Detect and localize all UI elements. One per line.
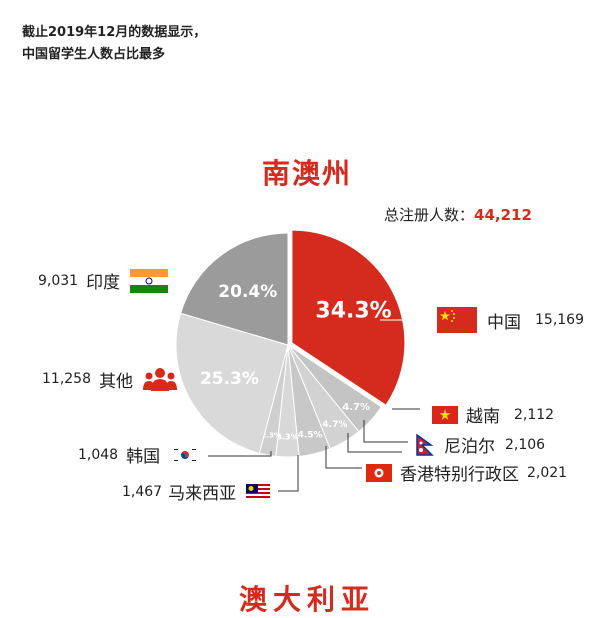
leader-line-malaysia — [278, 455, 299, 492]
label-others-value: 11,258 — [42, 371, 91, 387]
hongkong-flag-icon — [366, 463, 392, 482]
label-malaysia-name: 马来西亚 — [168, 484, 237, 504]
india-flag-icon — [130, 268, 169, 293]
next-region-title: 澳大利亚 — [238, 583, 375, 616]
pie-slice-china — [292, 230, 405, 405]
label-korea: 1,048 韩国 — [78, 442, 199, 467]
label-china-name: 中国 — [487, 312, 521, 333]
label-korea-name: 韩国 — [126, 447, 161, 467]
pie-percent-india: 20.4% — [218, 282, 277, 302]
pie-slice-india — [179, 232, 289, 346]
label-vietnam-value: 2,112 — [514, 406, 555, 423]
label-malaysia-value: 1,467 — [122, 483, 163, 500]
region-title: 南澳州 — [261, 157, 352, 190]
label-hongkong-value: 2,021 — [527, 464, 568, 481]
label-malaysia: 1,467 马来西亚 — [122, 479, 271, 504]
label-china: 中国 15,169 — [437, 307, 584, 333]
pie-percent-nepal: 4.7% — [322, 420, 347, 430]
intro-line-2: 中国留学生人数占比最多 — [22, 47, 166, 62]
leader-line-hongkong — [325, 446, 362, 469]
nepal-flag-icon — [416, 433, 434, 456]
label-nepal-value: 2,106 — [505, 436, 546, 453]
total-value: 44,212 — [474, 206, 532, 224]
leader-line-nepal-2 — [347, 433, 402, 453]
label-india: 9,031 印度 — [38, 268, 169, 293]
pie-percent-china: 34.3% — [315, 298, 391, 323]
label-india-name: 印度 — [86, 273, 121, 293]
pie-slice-others — [175, 312, 289, 454]
intro-line-1: 截止2019年12月的数据显示， — [22, 25, 207, 40]
pie-percent-malaysia: 3.3% — [276, 433, 298, 442]
label-nepal-name: 尼泊尔 — [444, 437, 495, 457]
people-group-icon — [143, 368, 177, 391]
label-others: 11,258 其他 — [42, 366, 177, 392]
pie-percent-others: 25.3% — [200, 369, 259, 389]
pie-chart: 34.3%4.7%4.7%4.5%3.3%2.3%25.3%20.4% — [175, 230, 420, 492]
label-korea-value: 1,048 — [78, 446, 119, 463]
label-hongkong-name: 香港特别行政区 — [400, 465, 519, 485]
vietnam-flag-icon — [432, 405, 458, 424]
korea-flag-icon — [172, 445, 199, 464]
intro-text: 截止2019年12月的数据显示， 中国留学生人数占比最多 — [22, 22, 206, 66]
total-label: 总注册人数： — [384, 206, 475, 224]
pie-percent-vietnam: 4.7% — [342, 402, 370, 413]
leader-line-nepal — [363, 420, 408, 443]
leader-line-korea — [208, 451, 272, 457]
label-india-value: 9,031 — [38, 272, 79, 289]
pie-percent-hongkong: 4.5% — [298, 430, 323, 440]
label-vietnam: 越南 2,112 — [432, 402, 554, 427]
label-china-value: 15,169 — [535, 312, 584, 328]
label-hongkong: 香港特别行政区 2,021 — [366, 460, 567, 485]
total-registrations: 总注册人数：44,212 — [384, 204, 532, 225]
label-others-name: 其他 — [99, 371, 133, 392]
pie-percent-korea: 2.3% — [262, 432, 281, 440]
malaysia-flag-icon — [246, 483, 271, 500]
china-flag-icon — [437, 307, 477, 333]
label-vietnam-name: 越南 — [466, 407, 500, 427]
label-nepal: 尼泊尔 2,106 — [416, 432, 545, 457]
